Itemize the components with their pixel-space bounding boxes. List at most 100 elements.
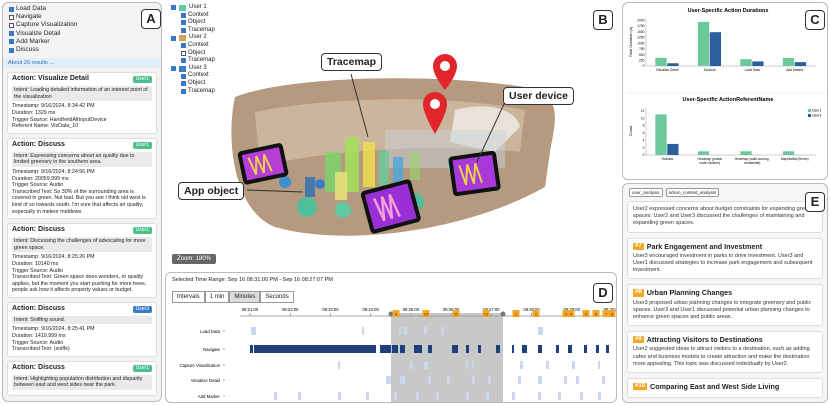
filter-item[interactable]: Add Marker (3, 38, 161, 46)
legend-layer-item[interactable]: Tracemap (171, 27, 215, 35)
legend-checkbox[interactable] (171, 66, 176, 72)
topic-card[interactable]: #9 Attracting Visitors to Destinations Use… (627, 331, 823, 374)
activity-block[interactable] (538, 376, 542, 384)
activity-block[interactable] (274, 392, 277, 400)
legend-layer-item[interactable]: Object (171, 80, 215, 88)
legend-layer-checkbox[interactable] (181, 73, 186, 79)
legend-layer-item[interactable]: Object (171, 19, 215, 27)
activity-block[interactable] (298, 392, 301, 400)
marker-flag[interactable] (512, 310, 520, 317)
legend-layer-checkbox[interactable] (181, 58, 186, 64)
activity-block[interactable] (496, 345, 500, 353)
topic-card[interactable]: #10 Comparing East and West Side Living (627, 378, 823, 399)
legend-layer-item[interactable]: Tracemap (171, 88, 215, 96)
activity-block[interactable] (414, 345, 422, 353)
activity-block[interactable] (558, 392, 561, 400)
interval-minutes[interactable]: Minutes (229, 291, 261, 303)
activity-block[interactable] (606, 345, 609, 353)
activity-block[interactable] (428, 376, 431, 384)
filter-checkbox[interactable] (9, 31, 14, 37)
activity-block[interactable] (580, 392, 583, 400)
activity-block[interactable] (584, 345, 587, 353)
activity-block[interactable] (518, 376, 521, 384)
timeline-svg[interactable]: 08:21:00 08:22:00 08:23:00 08:24:00 08:25:00… (166, 273, 617, 403)
tab-action-context-analysis[interactable]: action_context_analysis (665, 188, 720, 197)
activity-block[interactable] (452, 345, 458, 353)
filter-item[interactable]: Load Data (3, 5, 161, 13)
activity-block[interactable] (338, 392, 341, 400)
activity-block[interactable] (394, 392, 397, 400)
activity-block[interactable] (362, 327, 364, 335)
filter-checkbox[interactable] (9, 14, 14, 20)
legend-layer-checkbox[interactable] (181, 12, 186, 18)
legend-layer-checkbox[interactable] (181, 81, 186, 87)
activity-block[interactable] (380, 345, 391, 353)
interval-seconds[interactable]: Seconds (260, 291, 294, 303)
activity-block[interactable] (428, 345, 432, 353)
activity-block[interactable] (466, 361, 468, 369)
tab-user-analysis[interactable]: user_analysis (629, 188, 663, 197)
filter-item[interactable]: Visualize Detail (3, 30, 161, 38)
legend-checkbox[interactable] (171, 5, 176, 11)
activity-block[interactable] (251, 327, 254, 335)
activity-block[interactable] (424, 361, 428, 369)
legend-checkbox[interactable] (171, 35, 176, 41)
topic-card[interactable]: #8 Urban Planning Changes User3 proposed u… (627, 284, 823, 327)
activity-block[interactable] (436, 392, 439, 400)
activity-block[interactable] (572, 361, 575, 369)
activity-block[interactable] (466, 345, 469, 353)
activity-block[interactable] (598, 361, 600, 369)
3d-scene-panel[interactable]: User 1 Context Object Tracemap User 2 Context… (165, 2, 617, 272)
legend-user[interactable]: User 3 (171, 65, 215, 73)
activity-block[interactable] (254, 327, 256, 335)
filter-item[interactable]: Discuss (3, 46, 161, 54)
topic-card[interactable]: User2 expressed concerns about budget co… (627, 201, 823, 233)
event-card[interactable]: Action: Discuss User1 Intent: Highlighting… (7, 360, 157, 397)
legend-layer-item[interactable]: Object (171, 50, 215, 58)
event-card[interactable]: Action: Discuss User1 Intent: Expressing c… (7, 137, 157, 220)
topic-card[interactable]: #7 Park Engagement and Investment User3 en… (627, 237, 823, 280)
legend-layer-checkbox[interactable] (181, 43, 186, 49)
legend-layer-checkbox[interactable] (181, 20, 186, 26)
interval-selector[interactable]: Intervals 1 min Minutes Seconds (172, 291, 294, 303)
activity-block[interactable] (556, 345, 559, 353)
legend-user[interactable]: User 1 (171, 4, 215, 12)
activity-block[interactable] (472, 376, 475, 384)
activity-block[interactable] (400, 376, 405, 384)
activity-block[interactable] (410, 361, 413, 369)
filter-checkbox[interactable] (9, 6, 14, 12)
filter-checkbox[interactable] (9, 23, 14, 28)
legend-user[interactable]: User 2 (171, 34, 215, 42)
analysis-tabs[interactable]: user_analysis action_context_analysis (623, 184, 827, 201)
marker-flag[interactable] (562, 310, 570, 317)
scene-canvas[interactable] (165, 2, 617, 272)
activity-block[interactable] (546, 361, 549, 369)
range-handle-right[interactable] (500, 311, 506, 317)
selected-range-brush[interactable] (391, 313, 503, 403)
filter-item[interactable]: Capture Visualization (3, 21, 161, 29)
activity-block[interactable] (568, 345, 572, 353)
activity-block[interactable] (512, 392, 515, 400)
activity-block[interactable] (538, 327, 543, 335)
activity-block[interactable] (400, 345, 405, 353)
legend-layer-checkbox[interactable] (181, 88, 186, 94)
activity-block[interactable] (254, 345, 256, 353)
activity-block[interactable] (472, 361, 474, 369)
activity-block[interactable] (512, 345, 514, 353)
marker-flag[interactable] (567, 310, 575, 317)
activity-block[interactable] (478, 345, 481, 353)
activity-block[interactable] (256, 345, 376, 353)
marker-flag[interactable] (532, 310, 540, 317)
activity-block[interactable] (386, 376, 391, 384)
activity-block[interactable] (404, 327, 407, 335)
activity-block[interactable] (522, 345, 527, 353)
event-card[interactable]: Action: Discuss User3 Intent: Sniffing sou… (7, 301, 157, 357)
range-handle-left[interactable] (388, 311, 394, 317)
filter-checkbox[interactable] (9, 39, 14, 45)
activity-block[interactable] (538, 392, 541, 400)
legend-layer-checkbox[interactable] (181, 28, 186, 34)
activity-block[interactable] (392, 345, 398, 353)
activity-block[interactable] (366, 392, 369, 400)
event-card[interactable]: Action: Visualize Detail User1 Intent: Loa… (7, 72, 157, 134)
marker-flag[interactable] (392, 310, 400, 317)
